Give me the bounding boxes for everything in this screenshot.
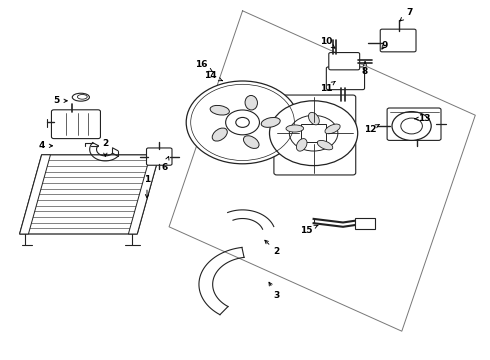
Text: 4: 4 xyxy=(38,141,52,150)
Ellipse shape xyxy=(210,105,229,115)
Ellipse shape xyxy=(309,112,319,125)
FancyBboxPatch shape xyxy=(147,148,172,165)
Circle shape xyxy=(186,81,299,164)
Ellipse shape xyxy=(212,128,227,141)
Text: 3: 3 xyxy=(269,282,280,300)
Text: 5: 5 xyxy=(53,96,67,105)
Text: 1: 1 xyxy=(144,175,150,198)
Text: 12: 12 xyxy=(364,125,379,134)
FancyBboxPatch shape xyxy=(329,53,360,70)
Text: 11: 11 xyxy=(319,81,335,93)
Polygon shape xyxy=(20,155,50,234)
Circle shape xyxy=(236,117,249,127)
Circle shape xyxy=(225,110,260,135)
Circle shape xyxy=(270,101,358,166)
Text: 14: 14 xyxy=(204,71,222,81)
Ellipse shape xyxy=(286,125,304,132)
FancyBboxPatch shape xyxy=(51,110,100,139)
Bar xyxy=(355,218,375,229)
Text: 15: 15 xyxy=(300,225,318,235)
Ellipse shape xyxy=(261,117,280,127)
FancyBboxPatch shape xyxy=(274,95,356,175)
Polygon shape xyxy=(20,155,159,234)
Ellipse shape xyxy=(73,93,89,101)
Text: 16: 16 xyxy=(195,60,213,72)
Text: 6: 6 xyxy=(161,157,169,172)
Text: 13: 13 xyxy=(415,114,430,123)
Text: 10: 10 xyxy=(319,37,335,48)
Ellipse shape xyxy=(325,124,340,134)
Text: 2: 2 xyxy=(265,240,280,256)
Circle shape xyxy=(392,112,431,140)
Ellipse shape xyxy=(245,95,257,110)
Text: 8: 8 xyxy=(362,62,368,77)
Text: 7: 7 xyxy=(400,8,413,21)
Bar xyxy=(301,124,326,142)
Ellipse shape xyxy=(296,139,307,151)
Text: 2: 2 xyxy=(102,139,108,156)
FancyBboxPatch shape xyxy=(326,67,365,90)
Polygon shape xyxy=(128,155,159,234)
Ellipse shape xyxy=(318,140,333,150)
Ellipse shape xyxy=(244,136,259,148)
FancyBboxPatch shape xyxy=(380,29,416,52)
Text: 9: 9 xyxy=(381,40,388,49)
FancyBboxPatch shape xyxy=(387,108,441,140)
